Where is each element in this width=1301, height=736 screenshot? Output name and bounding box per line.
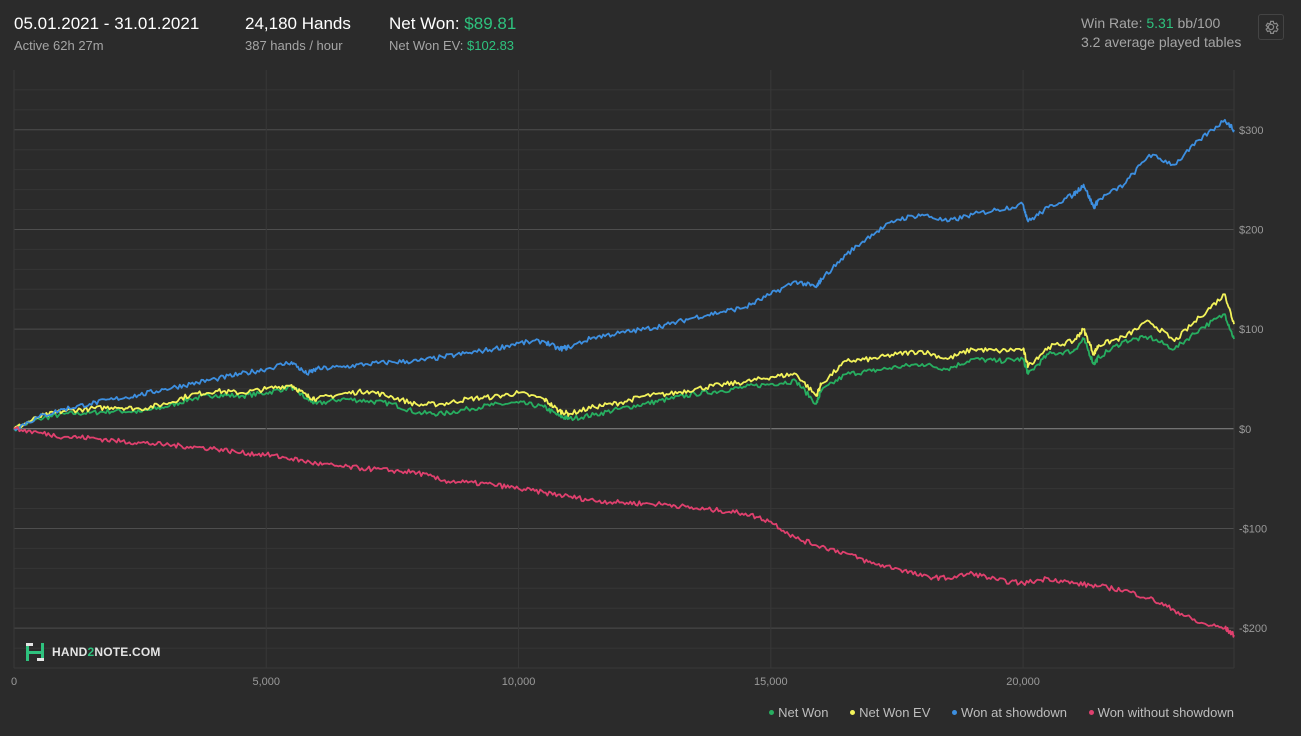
x-tick-label: 15,000 <box>754 676 788 688</box>
chart-legend: Net Won Net Won EV Won at showdown Won w… <box>751 705 1234 720</box>
y-axis-labels: $300 $200 $100 $0 -$100 -$200 <box>1239 125 1267 635</box>
net-won-block: Net Won: $89.81 Net Won EV: $102.83 <box>389 14 516 53</box>
date-block: 05.01.2021 - 31.01.2021 Active 62h 27m <box>14 14 199 53</box>
legend-dot <box>850 710 856 716</box>
win-rate-value: 5.31 <box>1146 15 1174 31</box>
stats-header: 05.01.2021 - 31.01.2021 Active 62h 27m 2… <box>0 0 1301 70</box>
legend-label: Net Won EV <box>859 705 931 720</box>
legend-dot <box>1088 710 1094 716</box>
net-won-label: Net Won: <box>389 14 460 33</box>
legend-item-won-without-showdown[interactable]: Won without showdown <box>1088 705 1234 720</box>
logo-text-2: 2 <box>87 645 95 659</box>
logo-text-hand: HAND <box>52 645 88 659</box>
net-won-ev-value: $102.83 <box>467 38 515 53</box>
legend-item-net-won-ev[interactable]: Net Won EV <box>850 705 930 720</box>
legend-dot <box>769 710 775 716</box>
series-line-won-without-showdown <box>13 426 1235 638</box>
legend-dot <box>952 710 958 716</box>
gear-icon <box>1265 20 1279 34</box>
y-tick-label: $100 <box>1239 324 1263 336</box>
legend-label: Won at showdown <box>961 705 1068 720</box>
settings-button[interactable] <box>1258 14 1284 40</box>
win-rate-unit: bb/100 <box>1177 15 1221 31</box>
legend-label: Won without showdown <box>1097 705 1234 720</box>
legend-item-won-at-showdown[interactable]: Won at showdown <box>952 705 1067 720</box>
hand2note-logo: HAND2NOTE.COM <box>24 641 161 663</box>
series-line-won-at-showdown <box>13 118 1235 431</box>
y-tick-label: $0 <box>1239 424 1251 436</box>
x-tick-label: 5,000 <box>253 676 281 688</box>
average-tables: 3.2 average played tables <box>1081 34 1242 50</box>
net-won-chart[interactable]: $300 $200 $100 $0 -$100 -$200 0 5,000 10,000 15,… <box>0 70 1301 700</box>
hands-per-hour: 387 hands / hour <box>245 38 343 53</box>
grid-lines <box>13 70 1235 669</box>
legend-label: Net Won <box>778 705 829 720</box>
hand2note-logo-icon <box>26 643 44 661</box>
x-tick-label: 10,000 <box>502 676 536 688</box>
hands-block: 24,180 Hands 387 hands / hour <box>245 14 351 53</box>
date-range[interactable]: 05.01.2021 - 31.01.2021 <box>14 14 200 33</box>
legend-item-net-won[interactable]: Net Won <box>769 705 828 720</box>
net-won-value: $89.81 <box>464 14 517 33</box>
series-line-net-won <box>13 313 1235 432</box>
x-axis-labels: 0 5,000 10,000 15,000 20,000 <box>11 676 1040 688</box>
series-line-net-won-ev <box>13 293 1235 430</box>
y-tick-label: -$100 <box>1239 523 1267 535</box>
logo-text-note: NOTE.COM <box>94 645 161 659</box>
active-time: Active 62h 27m <box>14 38 104 53</box>
win-rate-label: Win Rate: <box>1081 15 1143 31</box>
win-rate-block: Win Rate: 5.31 bb/100 3.2 average played… <box>1081 15 1241 50</box>
y-tick-label: -$200 <box>1239 623 1267 635</box>
x-tick-label: 20,000 <box>1006 676 1040 688</box>
x-tick-label: 0 <box>11 676 17 688</box>
y-tick-label: $200 <box>1239 224 1263 236</box>
net-won-ev-label: Net Won EV: <box>389 38 464 53</box>
hands-count: 24,180 Hands <box>245 14 351 33</box>
y-tick-label: $300 <box>1239 125 1263 137</box>
series-lines <box>13 118 1235 638</box>
